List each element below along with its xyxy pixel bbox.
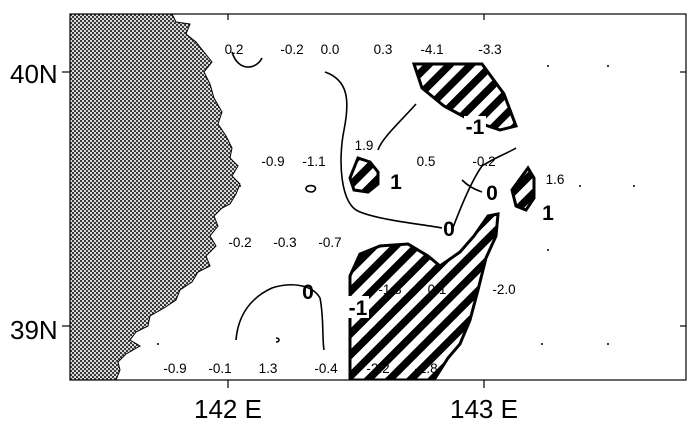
observation-value: -4.1 — [420, 42, 443, 57]
contour-label: 1 — [542, 202, 554, 225]
observation-value: -0.1 — [208, 361, 231, 376]
contour-labels: -1 1 0 0 1 0 -1 — [302, 116, 554, 320]
hatched-region-east — [510, 165, 536, 212]
observation-value: 0.5 — [417, 154, 436, 169]
observation-value: -0.2 — [280, 42, 303, 57]
observation-value: -0.2 — [472, 154, 495, 169]
hatched-region-north — [411, 62, 518, 132]
contour-label: 1 — [390, 171, 402, 194]
hatched-region-center — [348, 156, 380, 194]
contour-label: -1 — [466, 116, 485, 139]
hatched-region-south — [348, 212, 500, 380]
grid-points — [157, 65, 635, 345]
observation-value: -0.4 — [314, 361, 338, 376]
contour-line — [231, 51, 263, 68]
observation-value: -1.1 — [302, 154, 325, 169]
observation-value: 0.3 — [374, 42, 393, 57]
contour-label: 0 — [302, 281, 314, 304]
map-border — [69, 13, 687, 381]
observation-value: -2.0 — [492, 282, 515, 297]
observation-value: 0.1 — [428, 282, 447, 297]
observation-value: -0.7 — [318, 235, 341, 250]
observation-values: 0.2 -0.2 0.0 0.3 -4.1 -3.3 1.9 -0.9 -1.1… — [163, 42, 564, 376]
land-mass — [70, 14, 241, 380]
latitude-label-south: 39N — [10, 315, 58, 345]
observation-value: 1.9 — [355, 138, 374, 153]
contour-line — [377, 103, 417, 151]
observation-value: -2.2 — [366, 361, 389, 376]
observation-value: -0.9 — [163, 361, 186, 376]
longitude-label-west: 142 E — [194, 394, 262, 424]
observation-value: -0.9 — [261, 154, 284, 169]
observation-value: -1.8 — [414, 361, 437, 376]
observation-value: 1.6 — [546, 172, 565, 187]
contour-label: 0 — [486, 182, 498, 205]
observation-value: 0.2 — [225, 42, 244, 57]
observation-value: -0.3 — [273, 235, 296, 250]
observation-value: 0.0 — [321, 42, 340, 57]
contour-line — [324, 71, 443, 229]
observation-value: -0.2 — [228, 235, 251, 250]
contour-line — [451, 147, 517, 231]
observation-value: -1.3 — [378, 282, 401, 297]
longitude-label-east: 143 E — [450, 394, 518, 424]
observation-value: 1.3 — [259, 361, 278, 376]
contour-label: 0 — [443, 218, 455, 241]
contour-line — [305, 184, 317, 193]
contour-label: -1 — [349, 297, 368, 320]
contour-line — [235, 284, 325, 351]
contour-line — [461, 179, 483, 193]
latitude-label-north: 40N — [10, 59, 58, 89]
observation-value: -3.3 — [478, 42, 501, 57]
contour-line — [275, 337, 280, 343]
